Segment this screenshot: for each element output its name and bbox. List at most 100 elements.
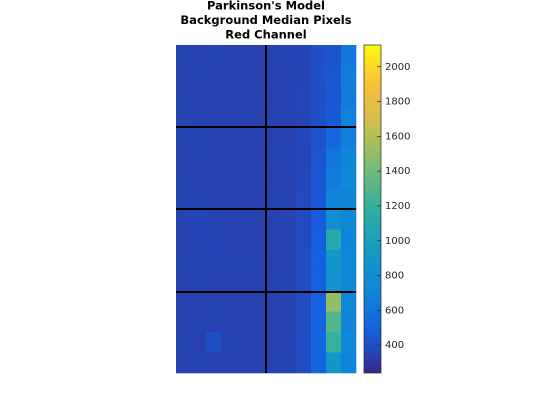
cell: [341, 311, 357, 333]
cell: [266, 86, 282, 107]
cell: [311, 209, 327, 230]
cell: [176, 291, 192, 312]
cell: [221, 188, 237, 210]
cell: [251, 250, 267, 271]
cell: [251, 291, 267, 312]
colorbar-tick-label: 2000: [385, 62, 410, 73]
cell: [311, 86, 327, 107]
cell: [341, 168, 357, 189]
cell: [251, 65, 267, 87]
cell: [191, 332, 207, 353]
cell: [341, 209, 357, 230]
cell: [176, 270, 192, 292]
cell: [311, 65, 327, 87]
cell: [266, 127, 282, 148]
cell: [251, 168, 267, 189]
cell: [176, 332, 192, 353]
cell: [281, 229, 297, 251]
cell: [266, 332, 282, 353]
cell: [311, 45, 327, 66]
cell: [221, 147, 237, 169]
cell: [176, 229, 192, 251]
cell: [191, 168, 207, 189]
colorbar-tick-label: 1400: [385, 166, 410, 177]
cell: [326, 168, 342, 189]
colorbar-tick-label: 800: [385, 271, 404, 282]
cell: [206, 65, 222, 87]
cell: [296, 127, 312, 148]
cell: [251, 147, 267, 169]
cell: [266, 209, 282, 230]
cell: [176, 250, 192, 271]
cell: [281, 45, 297, 66]
cell: [206, 291, 222, 312]
cell: [236, 188, 252, 210]
cell: [281, 209, 297, 230]
cell: [236, 250, 252, 271]
cell: [221, 352, 237, 374]
cell: [236, 147, 252, 169]
cell: [191, 270, 207, 292]
cell: [176, 86, 192, 107]
cell: [251, 86, 267, 107]
cell: [326, 45, 342, 66]
cell: [296, 188, 312, 210]
cell: [296, 209, 312, 230]
chart-title: Parkinson's Model: [207, 0, 325, 13]
cell: [341, 106, 357, 128]
cell: [221, 86, 237, 107]
cell: [311, 168, 327, 189]
cell: [221, 168, 237, 189]
cell: [176, 147, 192, 169]
cell: [236, 352, 252, 374]
cell: [266, 45, 282, 66]
colorbar-tick-label: 400: [385, 340, 404, 351]
cell: [191, 127, 207, 148]
cell: [296, 332, 312, 353]
cell: [191, 209, 207, 230]
cell: [296, 45, 312, 66]
cell: [326, 65, 342, 87]
cell: [206, 352, 222, 374]
cell: [191, 291, 207, 312]
cell: [206, 106, 222, 128]
cell: [281, 352, 297, 374]
cell: [266, 352, 282, 374]
cell: [176, 65, 192, 87]
cell: [281, 311, 297, 333]
cell: [326, 127, 342, 148]
cell: [221, 209, 237, 230]
cell: [206, 127, 222, 148]
cell: [311, 311, 327, 333]
cell: [206, 311, 222, 333]
cell: [281, 332, 297, 353]
cell: [311, 106, 327, 128]
cell: [176, 45, 192, 66]
cell: [341, 291, 357, 312]
cell: [266, 65, 282, 87]
chart-title: Red Channel: [225, 28, 306, 42]
cell: [251, 352, 267, 374]
cell: [191, 65, 207, 87]
cell: [236, 229, 252, 251]
chart-title: Background Median Pixels: [180, 13, 351, 27]
cell: [221, 291, 237, 312]
cell: [326, 229, 342, 251]
cell: [281, 168, 297, 189]
cell: [251, 127, 267, 148]
cell: [281, 86, 297, 107]
cell: [206, 332, 222, 353]
cell: [341, 250, 357, 271]
cell: [326, 250, 342, 271]
cell: [341, 270, 357, 292]
cell: [341, 127, 357, 148]
cell: [251, 270, 267, 292]
cell: [281, 127, 297, 148]
cell: [341, 65, 357, 87]
cell: [281, 106, 297, 128]
cell: [191, 86, 207, 107]
cell: [191, 45, 207, 66]
cell: [311, 332, 327, 353]
cell: [281, 147, 297, 169]
cell: [266, 270, 282, 292]
